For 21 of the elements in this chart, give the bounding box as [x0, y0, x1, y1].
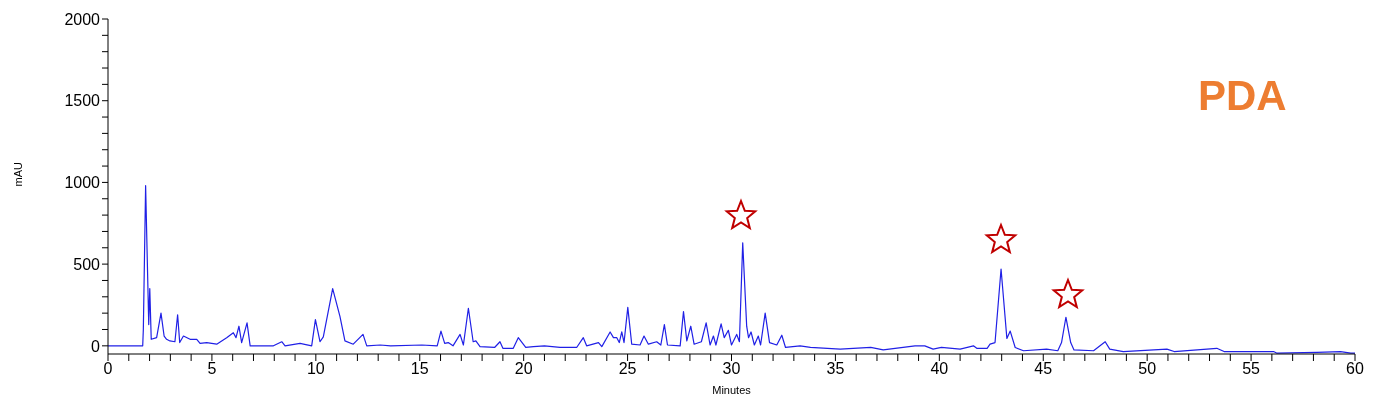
x-tick-label: 35	[826, 360, 845, 378]
x-tick-label: 60	[1346, 360, 1364, 378]
y-tick-label: 1500	[64, 92, 101, 110]
y-axis-title: mAU	[11, 162, 24, 187]
x-tick-label: 5	[207, 360, 217, 378]
x-tick-label: 40	[930, 360, 949, 378]
x-tick-label: 45	[1034, 360, 1053, 378]
x-tick-label: 25	[618, 360, 637, 378]
y-tick-label: 2000	[64, 10, 101, 28]
x-tick-label: 30	[722, 360, 741, 378]
x-tick-label: 15	[410, 360, 429, 378]
y-tick-label: 0	[91, 337, 101, 355]
x-tick-label: 0	[103, 360, 113, 378]
x-tick-label: 55	[1242, 360, 1261, 378]
x-tick-label: 10	[306, 360, 325, 378]
annotation: PDA	[1198, 72, 1287, 120]
y-tick-label: 1000	[64, 174, 101, 192]
x-tick-label: 20	[514, 360, 533, 378]
y-tick-label: 500	[73, 255, 101, 273]
x-axis-title: Minutes	[712, 384, 752, 396]
x-tick-label: 50	[1138, 360, 1157, 378]
